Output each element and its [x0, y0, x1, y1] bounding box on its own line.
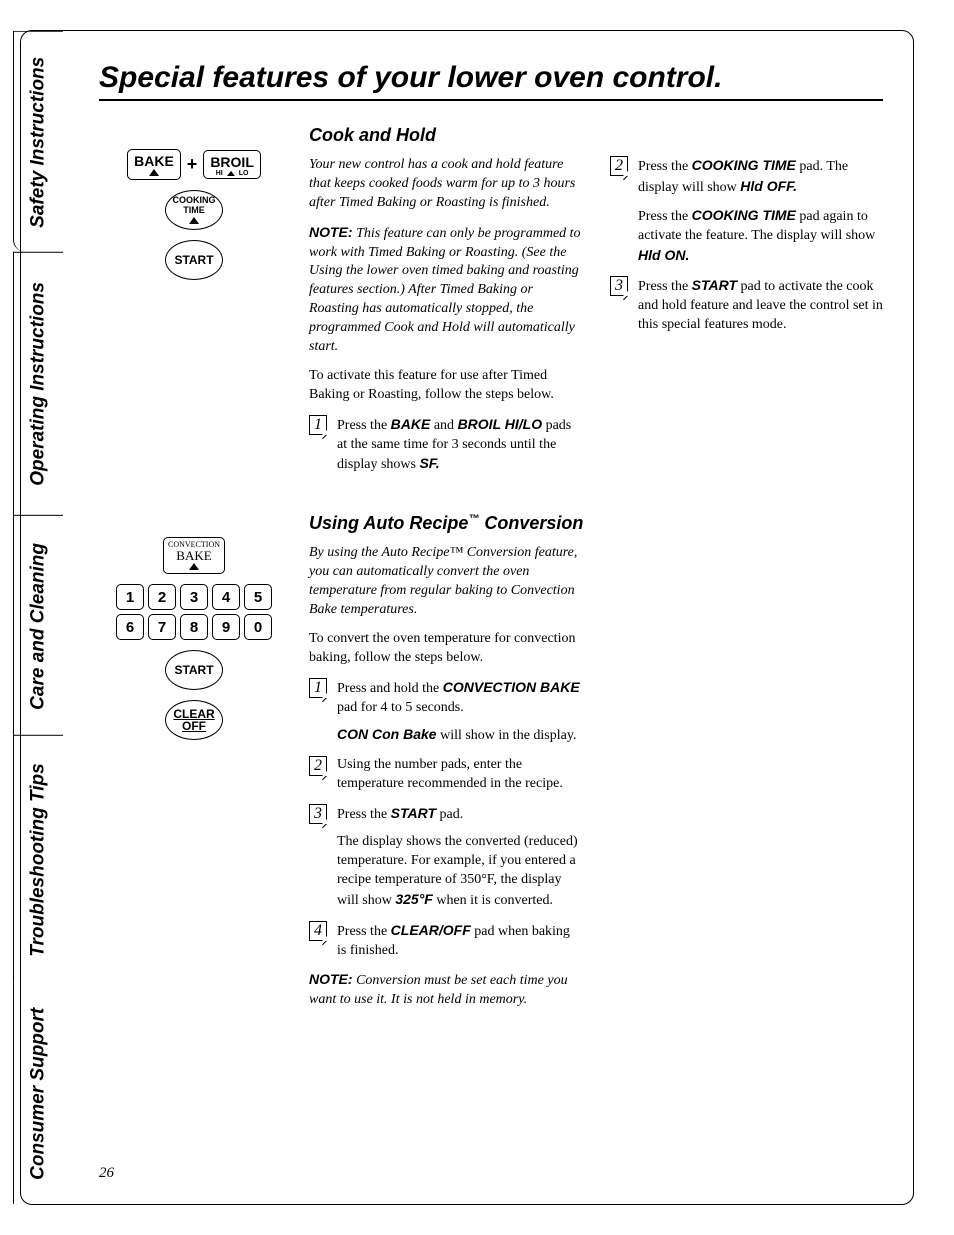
- plus-icon: +: [187, 154, 198, 175]
- side-tabs: Safety Instructions Operating Instructio…: [13, 31, 63, 1204]
- bake-button: BAKE: [127, 149, 181, 180]
- step-number-icon: 3: [309, 804, 327, 824]
- section-title-cook-hold: Cook and Hold: [309, 125, 883, 146]
- convection-bake-button: CONVECTION BAKE: [163, 537, 225, 574]
- numkey-4: 4: [212, 584, 240, 610]
- cook-hold-intro: Your new control has a cook and hold fea…: [309, 156, 582, 213]
- number-pad: 1 2 3 4 5 6 7 8 9 0: [116, 584, 272, 640]
- controls-auto-recipe: CONVECTION BAKE 1 2 3 4 5 6 7 8 9 0: [99, 513, 289, 1020]
- step-number-icon: 2: [610, 156, 628, 176]
- step-number-icon: 3: [610, 276, 628, 296]
- numkey-8: 8: [180, 614, 208, 640]
- numkey-3: 3: [180, 584, 208, 610]
- section-cook-hold: BAKE + BROIL HILO COOKING TIME START: [99, 125, 883, 485]
- cooking-time-button: COOKING TIME: [165, 190, 223, 230]
- cook-hold-step-3: 3 Press the START pad to activate the co…: [610, 276, 883, 335]
- page-frame: Safety Instructions Operating Instructio…: [20, 30, 914, 1205]
- cook-hold-step-2: 2 Press the COOKING TIME pad. The displa…: [610, 156, 883, 266]
- cook-hold-step-1: 1 Press the BAKE and BROIL HI/LO pads at…: [309, 415, 582, 476]
- cook-hold-note: NOTE: This feature can only be programme…: [309, 223, 582, 357]
- auto-recipe-step-3: 3 Press the START pad. The display shows…: [309, 804, 582, 910]
- auto-recipe-step-2: 2 Using the number pads, enter the tempe…: [309, 756, 582, 794]
- section-title-auto-recipe: Using Auto Recipe™ Conversion: [309, 513, 883, 534]
- numkey-0: 0: [244, 614, 272, 640]
- broil-button: BROIL HILO: [203, 150, 261, 179]
- start-button: START: [165, 240, 223, 280]
- page-title: Special features of your lower oven cont…: [99, 61, 883, 95]
- numkey-2: 2: [148, 584, 176, 610]
- numkey-9: 9: [212, 614, 240, 640]
- tab-safety: Safety Instructions: [13, 31, 63, 252]
- step-number-icon: 4: [309, 921, 327, 941]
- page-number: 26: [99, 1165, 114, 1182]
- numkey-5: 5: [244, 584, 272, 610]
- start-button-2: START: [165, 650, 223, 690]
- auto-recipe-convert: To convert the oven temperature for conv…: [309, 630, 582, 668]
- step-number-icon: 2: [309, 756, 327, 776]
- auto-recipe-step-4: 4 Press the CLEAR/OFF pad when baking is…: [309, 921, 582, 961]
- controls-cook-hold: BAKE + BROIL HILO COOKING TIME START: [99, 125, 289, 485]
- numkey-6: 6: [116, 614, 144, 640]
- section-auto-recipe: CONVECTION BAKE 1 2 3 4 5 6 7 8 9 0: [99, 513, 883, 1020]
- step-number-icon: 1: [309, 415, 327, 435]
- cook-hold-activate: To activate this feature for use after T…: [309, 367, 582, 405]
- clear-off-button: CLEAR OFF: [165, 700, 223, 740]
- numkey-7: 7: [148, 614, 176, 640]
- auto-recipe-step-1: 1 Press and hold the CONVECTION BAKE pad…: [309, 678, 582, 747]
- auto-recipe-intro: By using the Auto Recipe™ Conversion fea…: [309, 544, 582, 620]
- step-number-icon: 1: [309, 678, 327, 698]
- tab-care: Care and Cleaning: [13, 515, 63, 736]
- title-rule: [99, 99, 883, 101]
- auto-recipe-note: NOTE: Conversion must be set each time y…: [309, 970, 582, 1010]
- tab-troubleshooting: Troubleshooting Tips: [13, 735, 63, 984]
- numkey-1: 1: [116, 584, 144, 610]
- tab-consumer: Consumer Support: [13, 984, 63, 1204]
- tab-operating: Operating Instructions: [13, 252, 63, 515]
